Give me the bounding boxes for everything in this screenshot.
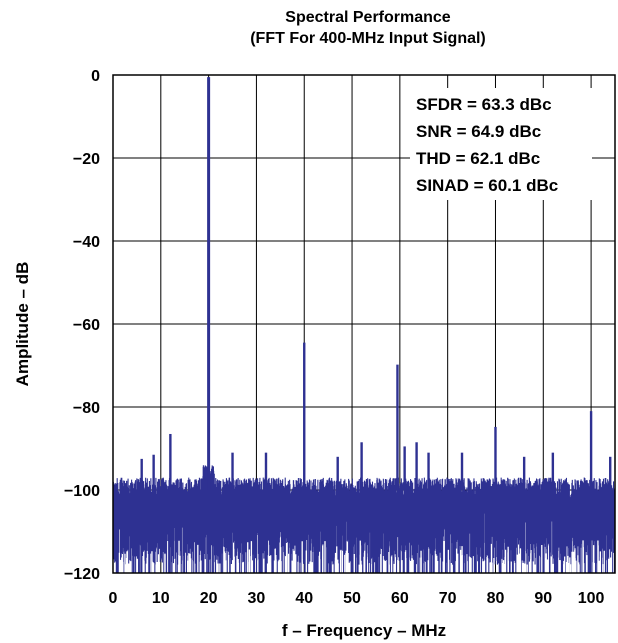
x-tick-label: 80 (487, 590, 505, 607)
chart-title-line-2: (FFT For 400-MHz Input Signal) (250, 30, 486, 47)
x-axis-label: f – Frequency – MHz (282, 621, 446, 640)
y-tick-label: 0 (91, 68, 100, 85)
annotation-sfdr: SFDR = 63.3 dBc (416, 95, 552, 114)
y-tick-label: −60 (73, 317, 100, 334)
x-tick-label: 20 (200, 590, 218, 607)
spectrum-series (113, 77, 615, 573)
x-tick-label: 60 (391, 590, 409, 607)
x-tick-label: 0 (109, 590, 118, 607)
y-tick-label: −20 (73, 151, 100, 168)
x-tick-label: 100 (578, 590, 605, 607)
chart-title-line-1: Spectral Performance (285, 9, 451, 26)
annotation-thd: THD = 62.1 dBc (416, 149, 540, 168)
x-tick-label: 50 (343, 590, 361, 607)
annotation-snr: SNR = 64.9 dBc (416, 122, 541, 141)
metrics-box-bg (410, 88, 592, 200)
metrics-box: SFDR = 63.3 dBc SNR = 64.9 dBc THD = 62.… (410, 88, 592, 200)
x-tick-label: 70 (439, 590, 457, 607)
x-tick-label: 40 (295, 590, 313, 607)
y-axis-label: Amplitude – dB (13, 262, 32, 387)
y-tick-label: −120 (64, 566, 100, 583)
plot-frame (112, 74, 616, 574)
x-tick-labels: 0 10 20 30 40 50 60 70 80 90 100 (109, 590, 605, 607)
noise-floor (113, 465, 615, 573)
x-tick-label: 90 (534, 590, 552, 607)
grid (113, 75, 615, 573)
y-tick-labels: 0 −20 −40 −60 −80 −100 −120 (64, 68, 100, 583)
y-tick-label: −40 (73, 234, 100, 251)
x-tick-label: 30 (248, 590, 266, 607)
annotation-sinad: SINAD = 60.1 dBc (416, 176, 558, 195)
y-tick-label: −80 (73, 400, 100, 417)
x-tick-label: 10 (152, 590, 170, 607)
y-tick-label: −100 (64, 483, 100, 500)
noise-floor-gaps (121, 540, 605, 573)
